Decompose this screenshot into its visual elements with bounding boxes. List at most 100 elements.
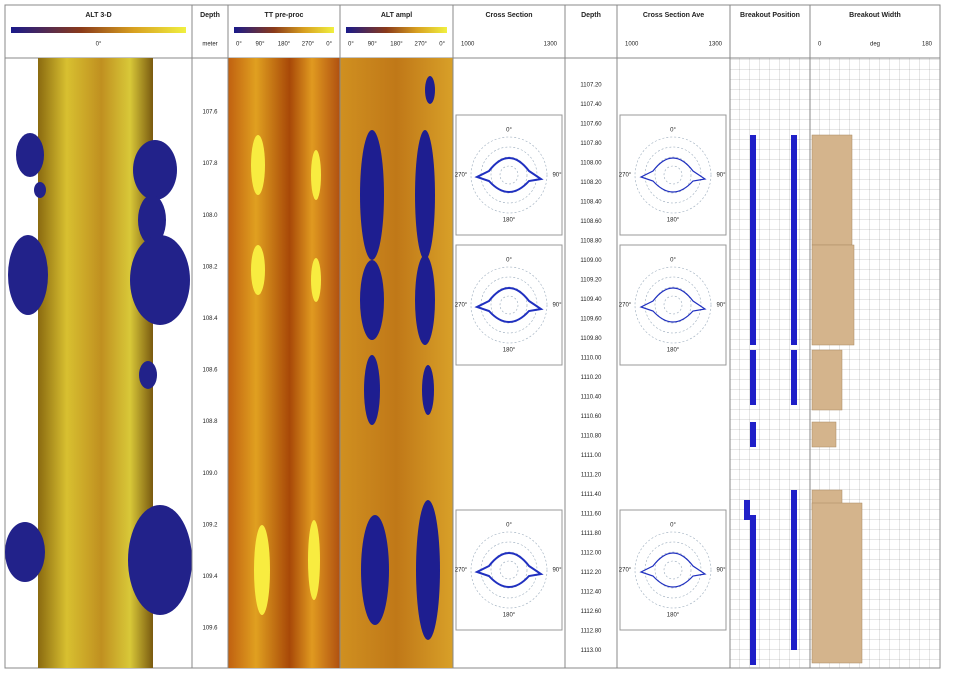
scale-label: 1300 [709,42,723,48]
depth-label: 1111.60 [581,512,602,518]
depth-label: 107.6 [202,110,218,116]
depth-label: 1109.00 [580,258,602,264]
cross-section-box [619,509,727,631]
track-title: Breakout Width [849,12,901,19]
depth-label: 108.6 [202,368,218,374]
polar-ring [644,276,702,334]
polar-ring [480,276,538,334]
scale-label: 0° [326,42,332,48]
cross-section-box [455,509,563,631]
polar-label: 270° [619,173,632,179]
depth-label: 1112.20 [581,570,602,576]
polar-label: 180° [667,613,680,619]
polar-label: 0° [506,258,512,264]
polar-ring [480,541,538,599]
polar-label: 90° [716,568,726,574]
scale-label: 90° [368,42,378,48]
scale-label: 0 [818,42,822,48]
polar-ring [634,136,712,214]
polar-ring [470,531,548,609]
depth-label: 107.8 [202,161,218,167]
polar-label: 0° [670,523,676,529]
depth-label: 109.2 [202,522,218,528]
breakout-grid [730,58,940,668]
depth-label: 1110.20 [581,375,602,381]
depth-label: 1110.00 [581,356,602,362]
depth-label: 1111.00 [581,453,602,459]
scale-label: 1300 [544,42,558,48]
scale-label: 1000 [461,42,475,48]
depth-label: 1112.40 [581,590,602,596]
depth-label: 1110.40 [581,395,602,401]
depth-label: 1111.40 [581,492,602,498]
polar-label: 180° [667,348,680,354]
cross-section-shape [474,287,544,323]
scale-label: 0° [439,42,445,48]
track-title: Cross Section Ave [643,12,704,19]
depth-label: 1109.80 [580,336,602,342]
scale-label: 0° [96,42,102,48]
polar-ring [663,560,683,580]
depth-label: 1107.60 [580,122,602,128]
polar-label: 90° [552,568,562,574]
depth-label: 1108.40 [580,200,602,206]
scale-label: 180 [922,42,933,48]
depth-label: 1112.60 [581,609,602,615]
scale-label: 270° [302,42,315,48]
cross-section-shape [474,552,544,588]
track-title: ALT 3-D [85,12,111,19]
polar-label: 90° [716,303,726,309]
depth-label: 1110.60 [581,414,602,420]
polar-label: 0° [506,128,512,134]
depth-label: 1108.60 [580,219,602,225]
depth-label: 1107.40 [580,102,602,108]
polar-label: 90° [716,173,726,179]
polar-label: 0° [670,258,676,264]
depth-label: 1109.40 [580,297,602,303]
polar-ring [499,165,519,185]
polar-label: 90° [552,173,562,179]
depth-label: 1108.20 [580,180,602,186]
polar-label: 180° [667,218,680,224]
polar-ring [663,165,683,185]
polar-label: 270° [455,568,468,574]
color-bar [234,27,334,33]
depth-label: 108.8 [202,419,218,425]
track-title: Breakout Position [740,12,800,19]
polar-label: 0° [670,128,676,134]
cross-section-box [619,244,727,366]
polar-ring [654,156,692,194]
depth-label: 1108.00 [580,161,602,167]
polar-label: 270° [455,303,468,309]
polar-ring [634,531,712,609]
polar-ring [499,560,519,580]
scale-label: 90° [255,42,265,48]
polar-ring [654,551,692,589]
depth-label: 1109.20 [580,278,602,284]
scale-label: 270° [415,42,428,48]
polar-ring [634,266,712,344]
cross-section-shape [474,157,544,193]
polar-ring [499,295,519,315]
depth-label: 1112.00 [581,551,602,557]
depth-label: 1111.80 [581,531,602,537]
track-title: TT pre-proc [265,12,304,19]
alt-ampl-image [340,58,453,668]
depth-label: 108.0 [202,213,218,219]
polar-ring [470,266,548,344]
depth-label: 1112.80 [581,629,602,635]
depth-label: 108.4 [202,316,218,322]
depth-label: 109.4 [202,574,218,580]
depth-label: 109.6 [202,626,218,632]
color-bar [346,27,447,33]
polar-label: 180° [503,218,516,224]
scale-label: deg [870,42,880,48]
depth-label: 1107.80 [580,141,602,147]
depth-label: 1113.00 [581,648,602,654]
polar-ring [663,295,683,315]
track-title: ALT ampl [381,12,412,19]
scale-label: meter [202,42,217,48]
polar-ring [644,146,702,204]
scale-label: 0° [348,42,354,48]
